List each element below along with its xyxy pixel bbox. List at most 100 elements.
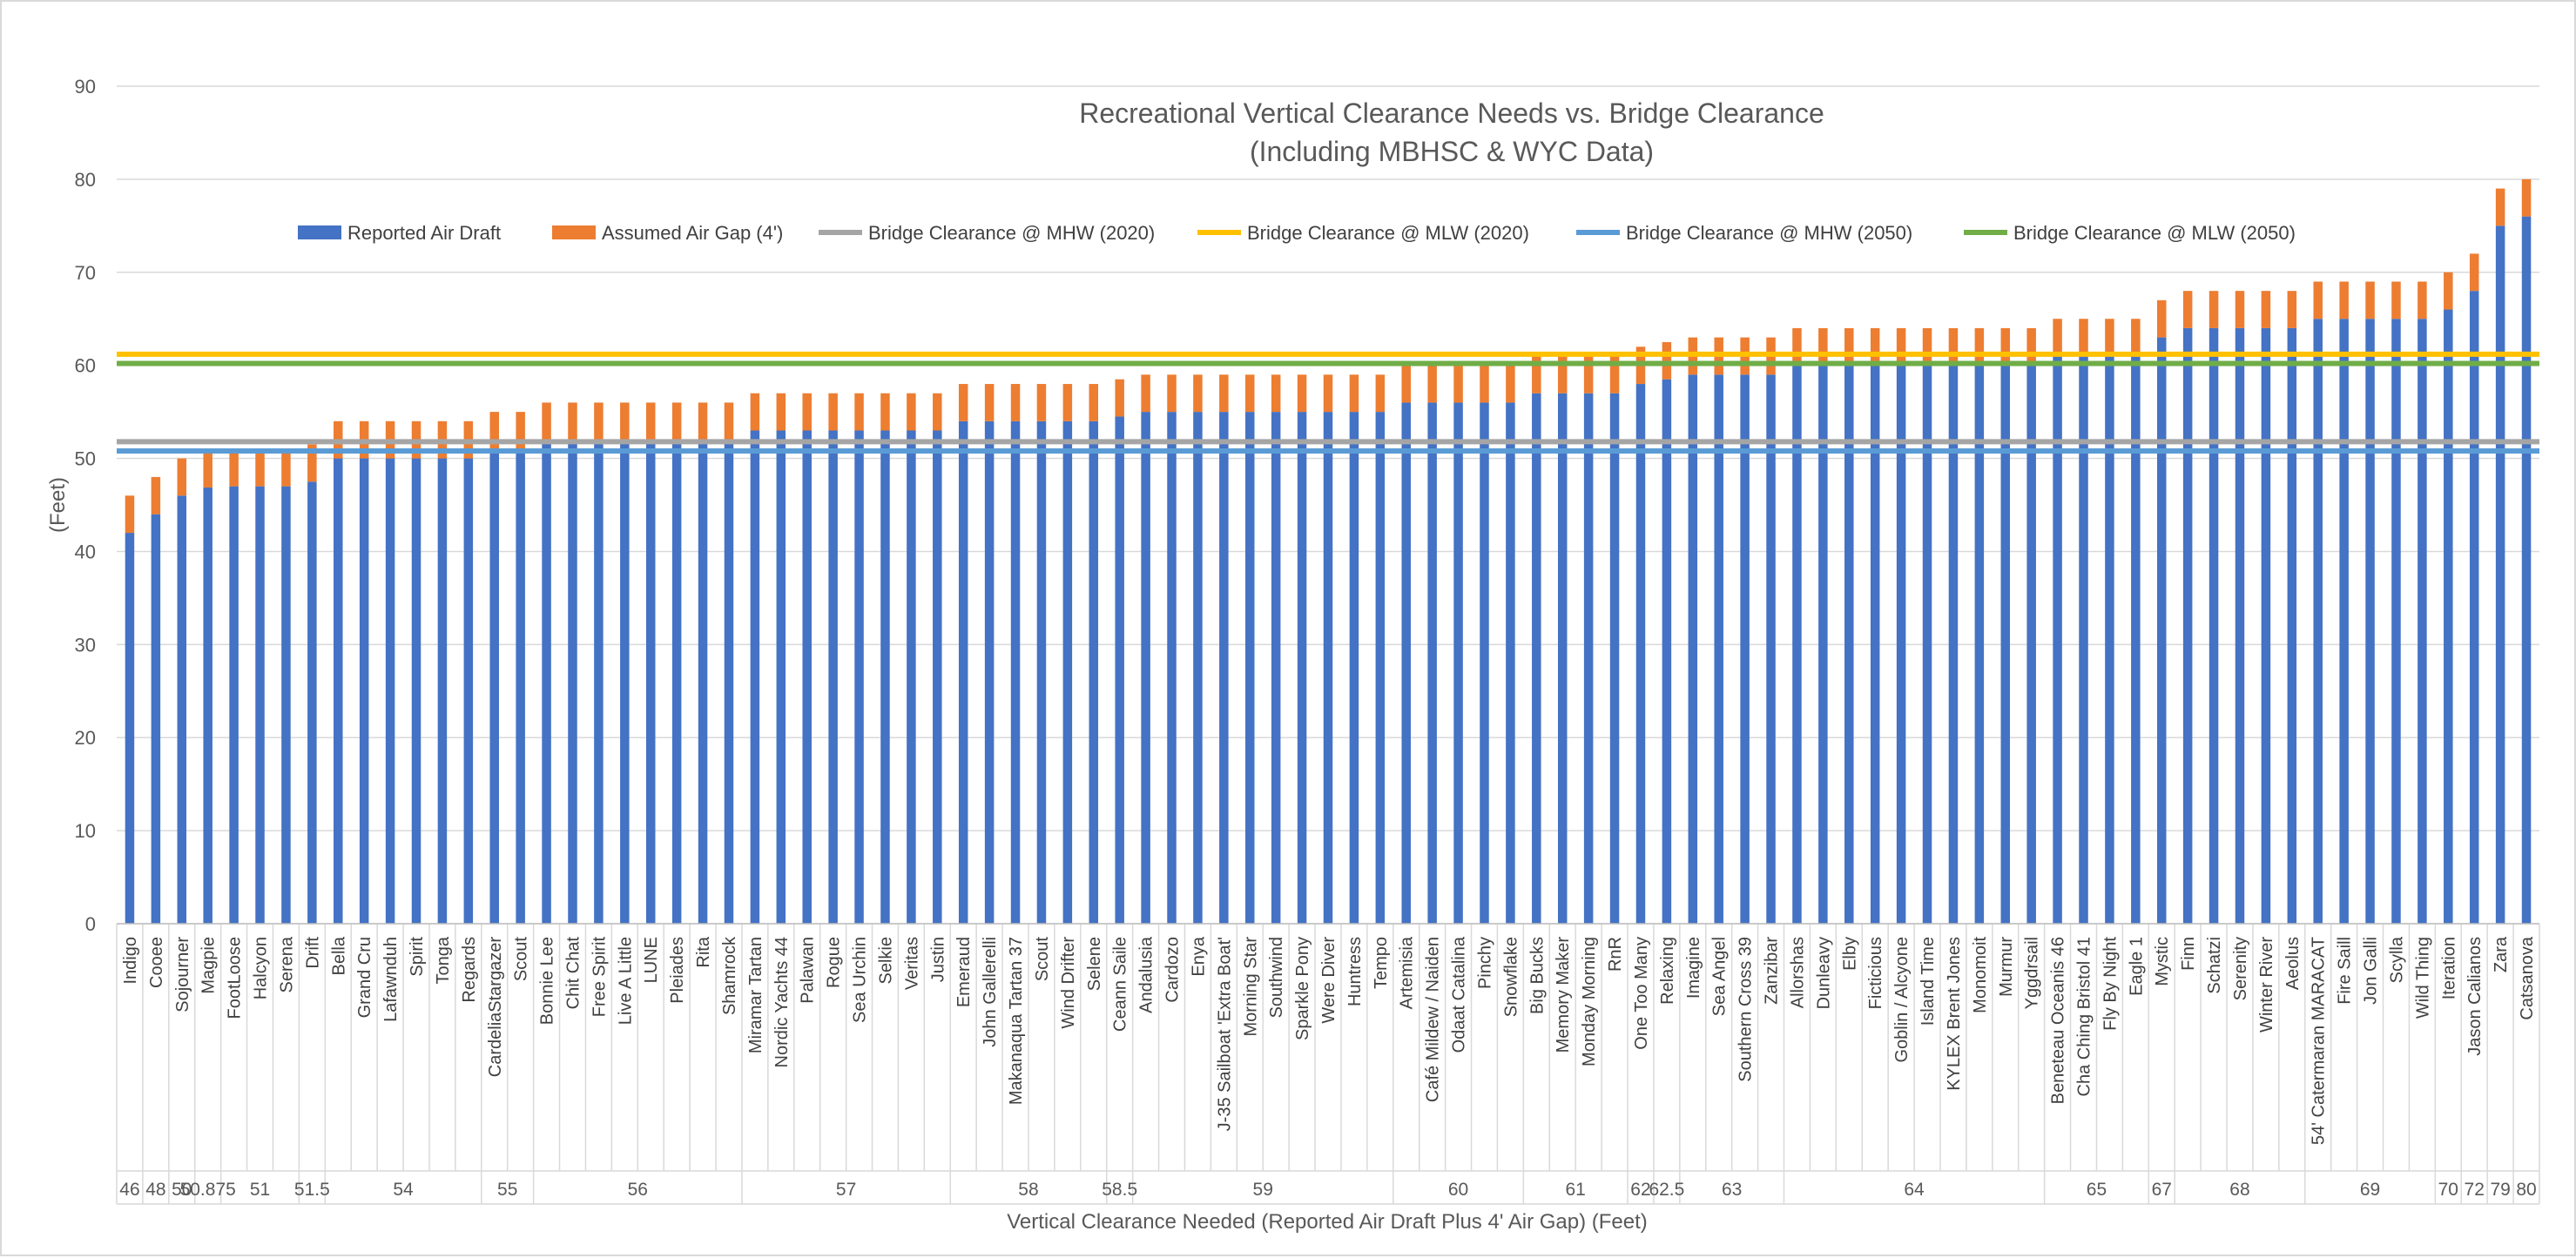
group-label: 67 bbox=[2152, 1180, 2172, 1200]
group-label: 50.875 bbox=[180, 1180, 236, 1200]
y-tick-label: 40 bbox=[75, 541, 96, 562]
category-label: Serena bbox=[277, 936, 296, 992]
group-label: 79 bbox=[2490, 1180, 2510, 1200]
bar-air-gap bbox=[1401, 365, 1411, 403]
bar-air-gap bbox=[1662, 341, 1672, 380]
bar-air-draft bbox=[1948, 365, 1959, 925]
bar-air-draft bbox=[750, 430, 760, 924]
bar-air-draft bbox=[385, 458, 395, 924]
category-label: Beneteau Oceanis 46 bbox=[2049, 937, 2068, 1104]
bar-air-draft bbox=[1714, 374, 1723, 924]
bars bbox=[125, 178, 2532, 925]
category-label: Pleiades bbox=[668, 937, 687, 1004]
category-label: Memory Maker bbox=[1554, 937, 1573, 1053]
bar-air-draft bbox=[880, 430, 890, 924]
bar-air-draft bbox=[1089, 420, 1099, 924]
bar-air-gap bbox=[1036, 384, 1047, 421]
axes: 0 10 20 30 40 50 60 70 80 90 Indigo Cooee Sojourner M… bbox=[75, 76, 2540, 1205]
category-label: Drift bbox=[303, 937, 322, 969]
category-label: Magpie bbox=[199, 937, 219, 994]
bar-air-draft bbox=[1922, 365, 1932, 925]
bar-air-draft bbox=[359, 458, 369, 924]
bar-air-draft bbox=[2521, 216, 2532, 925]
category-label: RnR bbox=[1606, 937, 1625, 972]
bar-air-draft bbox=[2261, 327, 2271, 924]
legend-label: Bridge Clearance @ MHW (2050) bbox=[1626, 222, 1912, 244]
bar-air-draft bbox=[307, 481, 317, 924]
category-label: Pinchy bbox=[1475, 937, 1494, 989]
bar-air-draft bbox=[645, 440, 656, 925]
bar-air-gap bbox=[854, 393, 864, 431]
group-label: 51 bbox=[250, 1180, 270, 1200]
category-label: Selene bbox=[1085, 937, 1104, 991]
bar-air-draft bbox=[542, 440, 551, 925]
bar-air-gap bbox=[1297, 374, 1307, 413]
bar-air-gap bbox=[776, 393, 786, 431]
category-label: One Too Many bbox=[1632, 937, 1651, 1050]
bar-air-gap bbox=[2079, 319, 2088, 356]
bar-air-draft bbox=[958, 420, 968, 924]
category-label: Tonga bbox=[434, 936, 453, 984]
bar-air-draft bbox=[594, 440, 604, 925]
bar-air-gap bbox=[1323, 374, 1333, 413]
bar-air-draft bbox=[229, 486, 239, 924]
y-tick-label: 70 bbox=[75, 262, 96, 284]
category-label: Makanaqua Tartan 37 bbox=[1007, 937, 1026, 1105]
category-label: Island Time bbox=[1919, 937, 1938, 1026]
y-tick-label: 20 bbox=[75, 727, 96, 749]
bar-air-gap bbox=[2131, 319, 2141, 356]
y-tick-label: 50 bbox=[75, 448, 96, 470]
bar-air-draft bbox=[1375, 412, 1386, 925]
group-label: 48 bbox=[145, 1180, 165, 1200]
bar-air-gap bbox=[2208, 291, 2219, 328]
bar-air-draft bbox=[2287, 327, 2297, 924]
category-label: Imagine bbox=[1684, 937, 1703, 999]
bar-air-draft bbox=[2339, 319, 2349, 924]
bar-air-draft bbox=[828, 430, 838, 924]
group-label: 63 bbox=[1722, 1180, 1742, 1200]
category-label: Selkie bbox=[876, 937, 895, 984]
legend-swatch bbox=[298, 225, 341, 239]
bar-air-draft bbox=[2156, 337, 2167, 925]
category-label: Elby bbox=[1840, 937, 1859, 971]
bar-air-gap bbox=[724, 402, 734, 441]
category-label: Halcyon bbox=[252, 937, 271, 999]
bar-air-gap bbox=[1219, 374, 1229, 413]
bar-air-draft bbox=[802, 430, 812, 924]
bar-air-draft bbox=[1115, 416, 1124, 924]
legend-item: Bridge Clearance @ MHW (2050) bbox=[1576, 222, 1912, 244]
legend-item: Reported Air Draft bbox=[298, 222, 501, 244]
category-label: Indigo bbox=[121, 937, 140, 985]
bar-air-gap bbox=[2156, 299, 2167, 338]
bar-air-draft bbox=[698, 440, 708, 925]
bar-air-draft bbox=[411, 458, 421, 924]
bar-air-draft bbox=[1662, 379, 1672, 924]
bar-air-gap bbox=[2000, 327, 2011, 366]
bar-air-gap bbox=[907, 393, 916, 431]
bar-air-gap bbox=[1948, 327, 1959, 366]
category-label: Snowflake bbox=[1501, 937, 1521, 1017]
bar-air-gap bbox=[1506, 365, 1515, 403]
y-tick-label: 30 bbox=[75, 634, 96, 656]
bar-air-draft bbox=[281, 486, 291, 924]
bar-air-draft bbox=[2235, 327, 2245, 924]
bar-air-gap bbox=[203, 450, 212, 488]
category-label: Odaat Catalina bbox=[1450, 936, 1469, 1053]
category-label: Ceann Saile bbox=[1111, 937, 1130, 1032]
bar-air-gap bbox=[1427, 365, 1437, 403]
category-label: Grand Cru bbox=[355, 937, 374, 1018]
category-label: Rogue bbox=[825, 937, 844, 988]
bar-air-gap bbox=[880, 393, 890, 431]
bar-air-draft bbox=[1818, 365, 1828, 925]
bar-air-gap bbox=[1089, 384, 1099, 421]
bar-air-gap bbox=[2313, 281, 2323, 320]
bar-air-draft bbox=[1557, 393, 1568, 924]
bar-air-draft bbox=[620, 440, 630, 925]
category-label: Miramar Tartan bbox=[746, 937, 765, 1053]
category-label: Winter River bbox=[2257, 937, 2276, 1033]
bar-air-draft bbox=[2079, 355, 2088, 924]
category-label: Jason Calianos bbox=[2465, 937, 2485, 1056]
bar-air-draft bbox=[568, 440, 577, 925]
bar-air-gap bbox=[984, 384, 995, 421]
category-label: Schatzi bbox=[2205, 937, 2224, 994]
